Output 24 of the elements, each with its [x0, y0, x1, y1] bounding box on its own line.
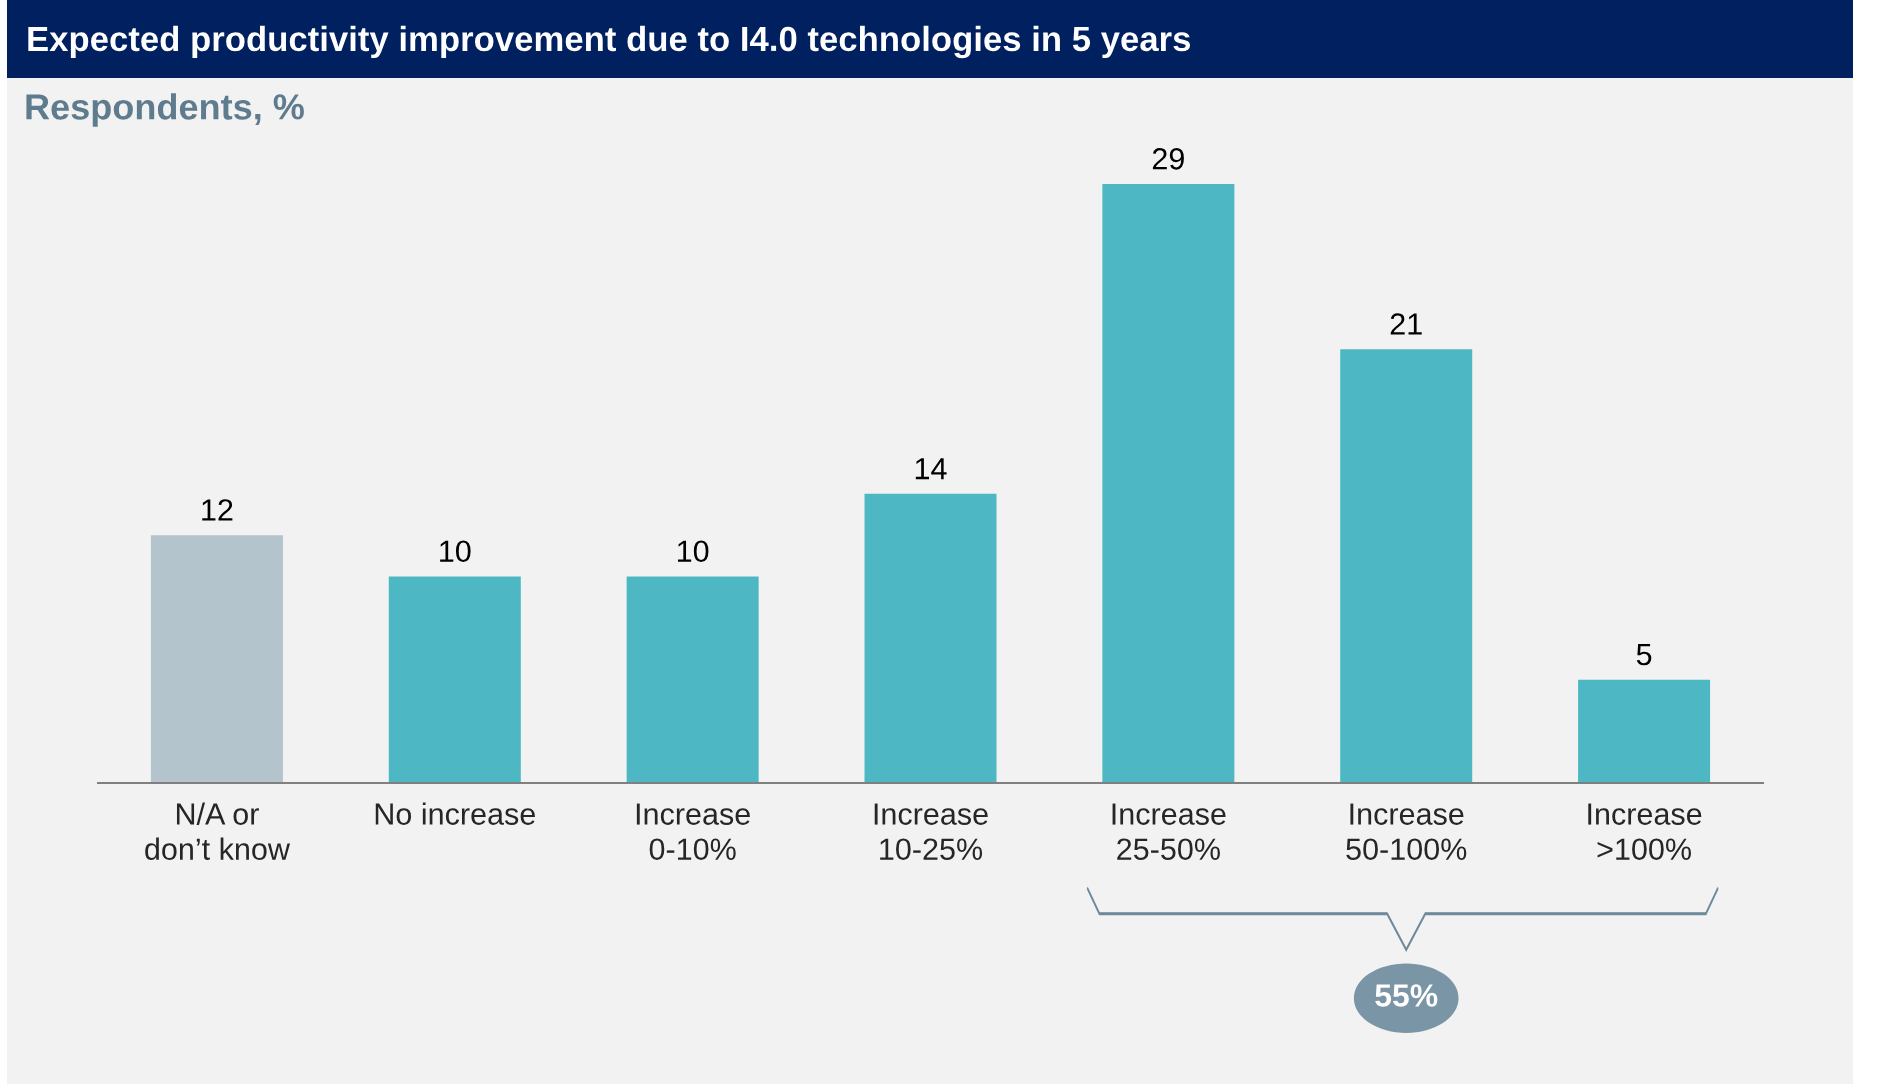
bar	[1102, 184, 1235, 783]
x-tick-label: No increase	[375, 802, 535, 825]
data-label: 12	[202, 499, 233, 521]
bar	[1340, 349, 1473, 783]
bar	[388, 576, 521, 783]
data-label: 29	[1152, 147, 1184, 170]
bar	[626, 576, 759, 783]
chart-subtitle: Respondents, %	[26, 93, 304, 127]
data-label: 10	[440, 540, 471, 563]
x-tick-label: Increase 25-50%	[1112, 803, 1226, 861]
x-tick-label: Increase 0-10%	[636, 803, 750, 861]
data-label: 5	[1636, 644, 1652, 666]
x-tick-label: Increase >100%	[1588, 803, 1702, 861]
x-tick-label: Increase 50-100%	[1346, 803, 1467, 861]
data-label: 10	[677, 540, 709, 563]
bar	[150, 535, 283, 783]
text: 55%	[1375, 984, 1438, 1007]
data-label: 14	[915, 458, 947, 480]
x-tick-label: N/A or don’t know	[145, 802, 291, 861]
chart-title: Expected productivity improvement due to I4.0 technologies in 5 years	[28, 25, 1191, 59]
x-tick-label: Increase 10-25%	[874, 803, 988, 861]
bar	[1578, 679, 1711, 783]
bar	[864, 493, 997, 783]
data-label: 21	[1390, 313, 1422, 335]
